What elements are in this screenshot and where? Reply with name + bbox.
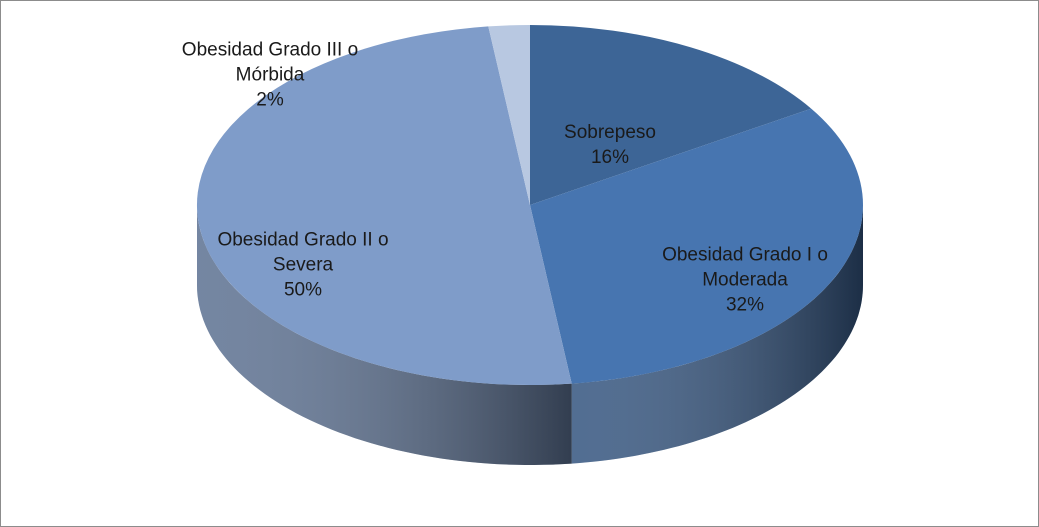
category-label: Obesidad Grado II o Severa [217,229,389,276]
value-label: 32% [725,294,765,316]
category-label: Obesidad Grado I o Moderada [662,244,828,291]
slice [530,108,864,384]
data-label: Obesidad Grado I o Moderada 32% [650,243,840,318]
value-label: 2% [256,89,284,111]
data-label: Obesidad Grado III o Mórbida 2% [170,38,370,113]
slice [530,25,812,205]
slice-side-shade [571,205,863,464]
slice-side-shade [197,205,572,465]
slice [488,24,530,205]
slice [196,26,572,386]
value-label: 16% [590,147,630,168]
category-label: Sobrepeso [564,122,656,143]
category-label: Obesidad Grado III o Mórbida [181,39,359,86]
data-label: Sobrepeso 16% [545,120,675,170]
value-label: 50% [283,279,323,301]
data-label: Obesidad Grado II o Severa 50% [203,228,403,303]
